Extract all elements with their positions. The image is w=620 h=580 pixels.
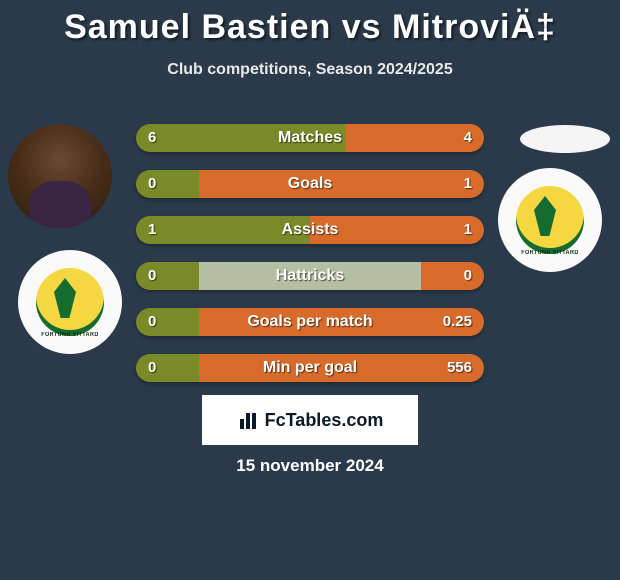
stat-value-right: 0.25	[443, 308, 472, 336]
player-right-avatar	[520, 125, 610, 153]
stat-value-left: 0	[148, 308, 156, 336]
page-title: Samuel Bastien vs MitroviÄ‡	[0, 0, 620, 47]
stat-value-right: 4	[464, 124, 472, 152]
stat-label: Assists	[136, 216, 484, 244]
player-left-avatar	[8, 124, 112, 228]
stat-label: Matches	[136, 124, 484, 152]
page-subtitle: Club competitions, Season 2024/2025	[0, 61, 620, 79]
stat-row: Goals per match0 0.25	[136, 308, 484, 336]
stat-row: Goals0 1	[136, 170, 484, 198]
stat-label: Min per goal	[136, 354, 484, 382]
stat-value-left: 0	[148, 354, 156, 382]
stat-value-left: 0	[148, 262, 156, 290]
stat-value-left: 6	[148, 124, 156, 152]
stat-label: Goals per match	[136, 308, 484, 336]
stat-label: Hattricks	[136, 262, 484, 290]
club-badge-right	[498, 168, 602, 272]
stat-value-right: 0	[464, 262, 472, 290]
stat-value-right: 1	[464, 216, 472, 244]
stat-row: Min per goal0 556	[136, 354, 484, 382]
stat-value-left: 1	[148, 216, 156, 244]
stat-row: Matches6 4	[136, 124, 484, 152]
stat-label: Goals	[136, 170, 484, 198]
bar-chart-icon	[237, 409, 259, 431]
fortuna-sittard-icon	[36, 263, 104, 341]
stat-row: Assists1 1	[136, 216, 484, 244]
club-badge-left	[18, 250, 122, 354]
source-badge: FcTables.com	[202, 395, 418, 445]
date-label: 15 november 2024	[0, 456, 620, 476]
fortuna-sittard-icon	[516, 181, 584, 259]
stat-value-right: 1	[464, 170, 472, 198]
stat-row: Hattricks0 0	[136, 262, 484, 290]
stats-bars: Matches64Goals01Assists11Hattricks00Goal…	[136, 124, 484, 400]
stat-value-right: 556	[447, 354, 472, 382]
stat-value-left: 0	[148, 170, 156, 198]
source-label: FcTables.com	[265, 410, 384, 431]
